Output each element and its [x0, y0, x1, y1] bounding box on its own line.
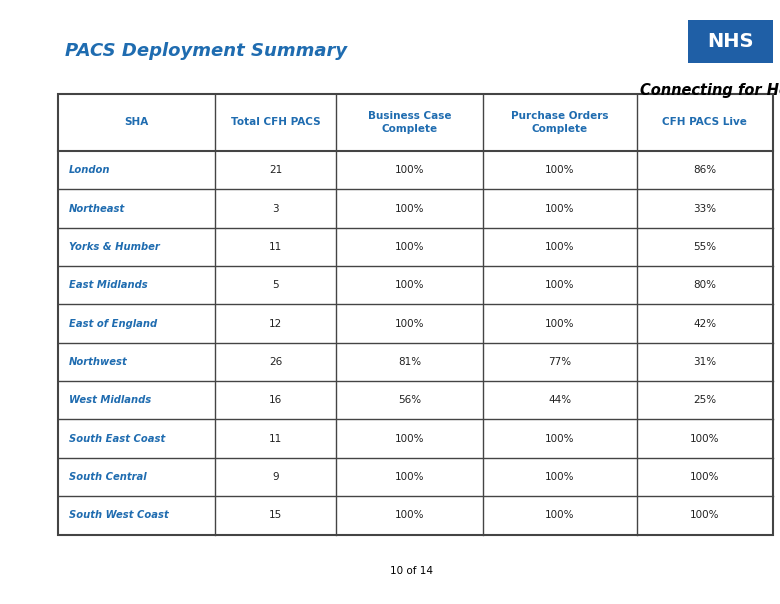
Text: 100%: 100% — [395, 472, 424, 482]
Text: 15: 15 — [269, 510, 282, 521]
Text: 100%: 100% — [545, 165, 575, 175]
Text: 3: 3 — [272, 204, 279, 214]
Text: 100%: 100% — [545, 204, 575, 214]
Text: 11: 11 — [269, 242, 282, 252]
Text: NHS: NHS — [707, 32, 753, 51]
Text: 44%: 44% — [548, 395, 572, 405]
Text: 80%: 80% — [693, 280, 716, 291]
Text: Total CFH PACS: Total CFH PACS — [231, 117, 321, 127]
Text: 100%: 100% — [545, 434, 575, 444]
Text: East of England: East of England — [69, 318, 157, 329]
Text: 77%: 77% — [548, 357, 572, 367]
Text: 100%: 100% — [395, 204, 424, 214]
Text: 100%: 100% — [395, 242, 424, 252]
Text: South West Coast: South West Coast — [69, 510, 168, 521]
FancyBboxPatch shape — [688, 20, 773, 63]
Text: West Midlands: West Midlands — [69, 395, 151, 405]
Bar — [58, 94, 773, 535]
Text: 81%: 81% — [399, 357, 421, 367]
Text: 100%: 100% — [395, 510, 424, 521]
Text: 55%: 55% — [693, 242, 716, 252]
Text: Business Case
Complete: Business Case Complete — [368, 111, 452, 133]
Text: 100%: 100% — [395, 280, 424, 291]
Text: 100%: 100% — [545, 510, 575, 521]
Text: 100%: 100% — [545, 472, 575, 482]
Text: PACS Deployment Summary: PACS Deployment Summary — [65, 42, 347, 60]
Text: 100%: 100% — [395, 165, 424, 175]
Text: 100%: 100% — [545, 318, 575, 329]
Text: SHA: SHA — [124, 117, 148, 127]
Text: 21: 21 — [269, 165, 282, 175]
Text: London: London — [69, 165, 110, 175]
Text: South Central: South Central — [69, 472, 147, 482]
Text: 100%: 100% — [395, 434, 424, 444]
Text: 16: 16 — [269, 395, 282, 405]
Text: East Midlands: East Midlands — [69, 280, 147, 291]
Text: Connecting for Health: Connecting for Health — [640, 83, 780, 98]
Text: South East Coast: South East Coast — [69, 434, 165, 444]
Text: 10 of 14: 10 of 14 — [390, 566, 433, 576]
Text: 86%: 86% — [693, 165, 716, 175]
Text: 33%: 33% — [693, 204, 716, 214]
Text: 100%: 100% — [690, 434, 719, 444]
Text: Picture Archiving and Communications System (PACS): Picture Archiving and Communications Sys… — [17, 188, 26, 477]
Text: 25%: 25% — [693, 395, 716, 405]
Text: 100%: 100% — [545, 280, 575, 291]
Text: 100%: 100% — [395, 318, 424, 329]
Text: Northwest: Northwest — [69, 357, 127, 367]
Text: 11: 11 — [269, 434, 282, 444]
Text: CFH PACS Live: CFH PACS Live — [662, 117, 747, 127]
Text: Purchase Orders
Complete: Purchase Orders Complete — [511, 111, 608, 133]
Text: 31%: 31% — [693, 357, 716, 367]
Text: 26: 26 — [269, 357, 282, 367]
Text: 9: 9 — [272, 472, 279, 482]
Text: 100%: 100% — [690, 510, 719, 521]
Text: 42%: 42% — [693, 318, 716, 329]
Text: Northeast: Northeast — [69, 204, 125, 214]
Text: 56%: 56% — [399, 395, 421, 405]
Text: 12: 12 — [269, 318, 282, 329]
Text: 100%: 100% — [690, 472, 719, 482]
Text: Yorks & Humber: Yorks & Humber — [69, 242, 159, 252]
Text: 100%: 100% — [545, 242, 575, 252]
Text: 5: 5 — [272, 280, 279, 291]
